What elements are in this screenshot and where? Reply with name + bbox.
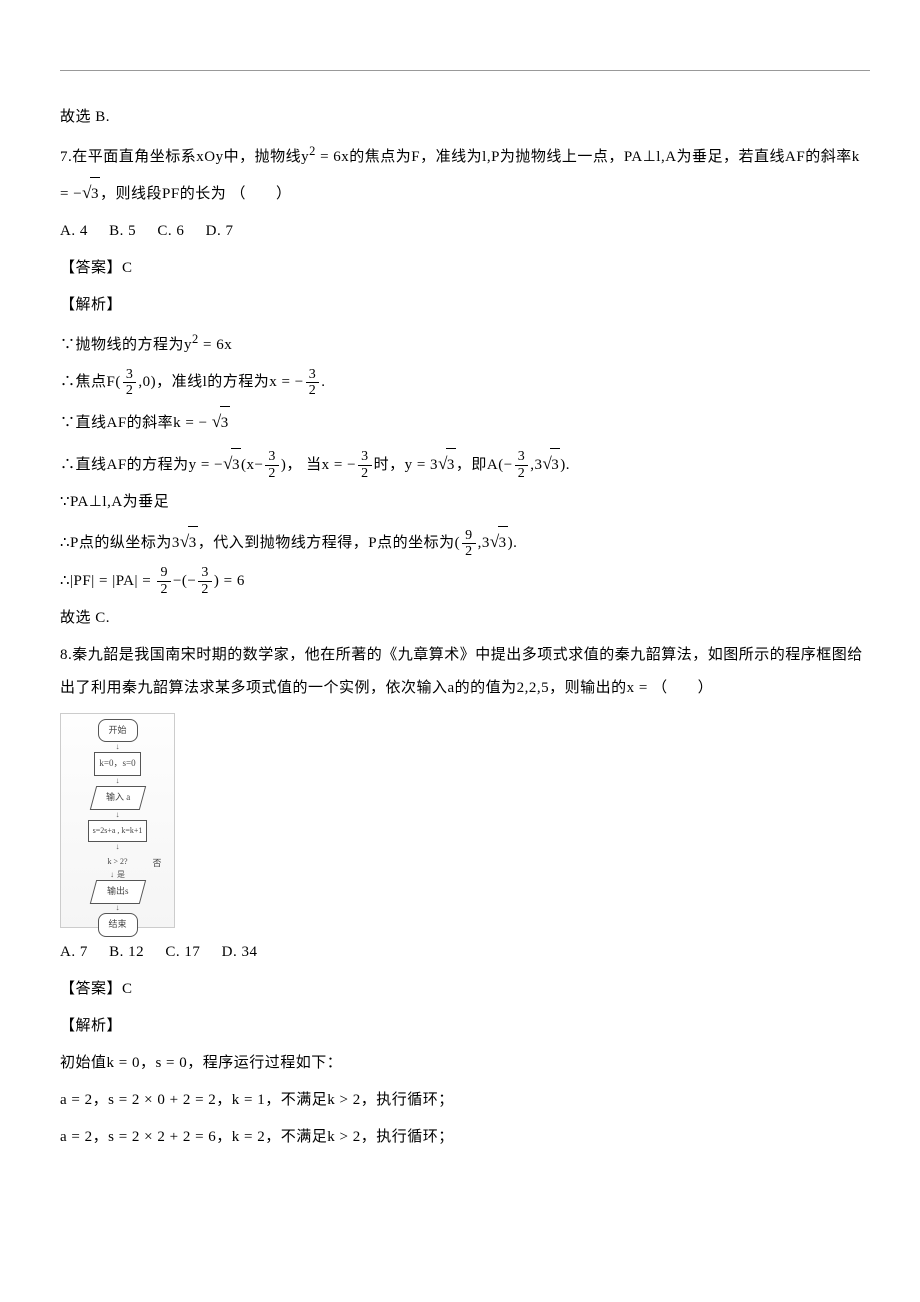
fc-arrow: ↓: [116, 813, 120, 817]
q7-line2-c: .: [321, 374, 325, 390]
fc-output: 输出s: [89, 880, 145, 904]
q7-option-d: D. 7: [206, 223, 234, 239]
fc-decision: k > 2? 否: [88, 852, 148, 870]
flowchart-diagram: 开始 ↓ k=0，s=0 ↓ 输入 a ↓ s=2s+a , k=k+1 ↓ k…: [60, 713, 175, 928]
q8-explain-line1: 初始值k = 0，s = 0，程序运行过程如下：: [60, 1047, 870, 1080]
page-divider: [60, 70, 870, 71]
frac-3-2-4: 32: [358, 449, 372, 481]
q8-stem: 8.秦九韶是我国南宋时期的数学家，他在所著的《九章算术》中提出多项式求值的秦九韶…: [60, 639, 870, 705]
q7-options: A. 4 B. 5 C. 6 D. 7: [60, 215, 870, 248]
q8-stem-text1: 8.秦九韶是我国南宋时期的数学家，他在所著的《九章算术》中提出多项式求值的秦九韶…: [60, 647, 863, 696]
q8-option-b: B. 12: [109, 944, 144, 960]
q7-stem-sup: 2: [309, 144, 316, 158]
q7-line6-c: ,3: [478, 535, 490, 551]
q7-line7-b: −(−: [173, 573, 196, 589]
q7-line4-b: (x−: [241, 457, 263, 473]
frac-9-2: 92: [462, 528, 476, 560]
q7-explain-line7: ∴|PF| = |PA| = 92−(−32) = 6: [60, 565, 870, 598]
q7-stem-text1: 7.在平面直角坐标系xOy中，抛物线y: [60, 149, 309, 165]
q8-option-a: A. 7: [60, 944, 88, 960]
q7-line7-a: ∴|PF| = |PA| =: [60, 573, 155, 589]
q7-line6-d: ).: [508, 535, 518, 551]
fc-arrow: ↓: [116, 745, 120, 749]
q7-line4-g: ).: [560, 457, 570, 473]
q7-line4-d: 时，y = 3: [374, 457, 438, 473]
q7-option-b: B. 5: [109, 223, 136, 239]
q7-option-c: C. 6: [157, 223, 184, 239]
q7-explain-line5: ∵PA⊥l,A为垂足: [60, 486, 870, 519]
q8-answer: 【答案】C: [60, 973, 870, 1006]
fc-arrow: ↓是: [110, 873, 125, 877]
q7-option-a: A. 4: [60, 223, 88, 239]
q7-answer: 【答案】C: [60, 252, 870, 285]
q8-answer-value: C: [122, 981, 133, 997]
fc-arrow: ↓: [116, 906, 120, 910]
q7-explain-line4: ∴直线AF的方程为y = −√3(x−32)， 当x = −32时，y = 3√…: [60, 445, 870, 482]
q7-explain-label: 【解析】: [60, 289, 870, 322]
q7-line1-a: ∵抛物线的方程为y: [60, 337, 192, 353]
q7-line4-c: )， 当x = −: [281, 457, 356, 473]
sqrt-3-2: √3: [212, 403, 230, 440]
q7-line1-sup: 2: [192, 332, 199, 346]
q8-explain-line3: a = 2，s = 2 × 2 + 2 = 6，k = 2，不满足k > 2，执…: [60, 1121, 870, 1154]
q7-line7-c: ) = 6: [214, 573, 245, 589]
q7-conclusion: 故选 C.: [60, 602, 870, 635]
q7-line6-a: ∴P点的纵坐标为3: [60, 535, 180, 551]
frac-3-2-2: 32: [306, 367, 320, 399]
q7-stem-text4: ）: [276, 186, 292, 202]
q8-option-d: D. 34: [222, 944, 258, 960]
q7-explain-line6: ∴P点的纵坐标为3√3，代入到抛物线方程得，P点的坐标为(92,3√3).: [60, 523, 870, 560]
sqrt-3-4: √3: [438, 445, 456, 482]
frac-3-2-5: 32: [515, 449, 529, 481]
q7-stem-text3: ，则线段PF的长为 （: [100, 186, 246, 202]
fc-no-label: 否: [152, 854, 161, 872]
frac-3-2: 32: [123, 367, 137, 399]
fc-arrow: ↓: [116, 779, 120, 783]
q8-answer-label: 【答案】: [60, 981, 122, 997]
q7-line3-a: ∵直线AF的斜率k = −: [60, 415, 212, 431]
q7-line2-a: ∴焦点F(: [60, 374, 121, 390]
q8-stem-text2: ）: [698, 680, 714, 696]
q7-stem: 7.在平面直角坐标系xOy中，抛物线y2 = 6x的焦点为F，准线为l,P为抛物…: [60, 138, 870, 211]
q7-line6-b: ，代入到抛物线方程得，P点的坐标为(: [198, 535, 460, 551]
q7-answer-value: C: [122, 260, 133, 276]
sqrt-3-6: √3: [180, 523, 198, 560]
fc-init: k=0，s=0: [94, 752, 140, 776]
q7-line4-e: ，即A(−: [456, 457, 513, 473]
sqrt-3-5: √3: [542, 445, 560, 482]
fc-process: s=2s+a , k=k+1: [88, 820, 148, 842]
q7-line4-f: ,3: [530, 457, 542, 473]
sqrt-3-7: √3: [490, 523, 508, 560]
q7-line2-b: ,0)，准线l的方程为x = −: [138, 374, 303, 390]
q8-explain-label: 【解析】: [60, 1010, 870, 1043]
q7-line1-b: = 6x: [199, 337, 232, 353]
q8-explain-line2: a = 2，s = 2 × 0 + 2 = 2，k = 1，不满足k > 2，执…: [60, 1084, 870, 1117]
q7-line4-a: ∴直线AF的方程为y = −: [60, 457, 223, 473]
frac-3-2-6: 32: [198, 565, 212, 597]
sqrt-3-3: √3: [223, 445, 241, 482]
frac-9-2-2: 92: [157, 565, 171, 597]
q7-explain-line2: ∴焦点F(32,0)，准线l的方程为x = −32.: [60, 366, 870, 399]
q7-explain-line3: ∵直线AF的斜率k = − √3: [60, 403, 870, 440]
q6-conclusion: 故选 B.: [60, 101, 870, 134]
fc-input: 输入 a: [89, 786, 145, 810]
frac-3-2-3: 32: [265, 449, 279, 481]
fc-start: 开始: [98, 719, 138, 743]
q7-answer-label: 【答案】: [60, 260, 122, 276]
sqrt-3: √3: [82, 174, 100, 211]
q8-options: A. 7 B. 12 C. 17 D. 34: [60, 936, 870, 969]
fc-end: 结束: [98, 913, 138, 937]
fc-arrow: ↓: [116, 845, 120, 849]
q8-option-c: C. 17: [165, 944, 200, 960]
q7-explain-line1: ∵抛物线的方程为y2 = 6x: [60, 326, 870, 362]
